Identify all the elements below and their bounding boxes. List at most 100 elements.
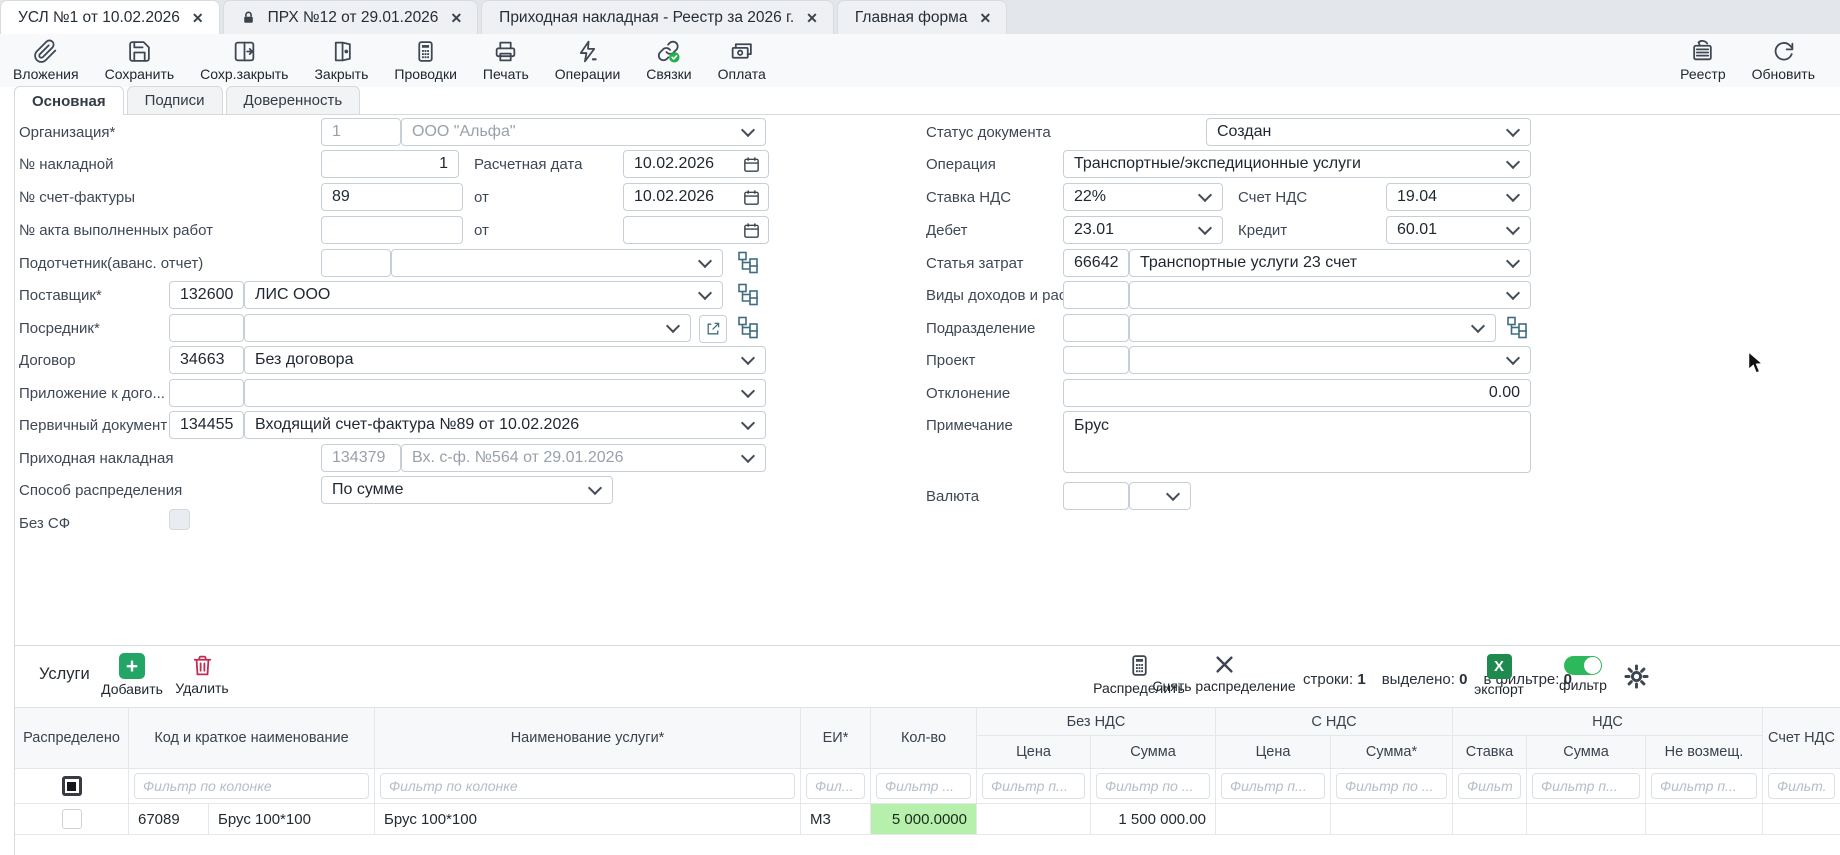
add-row-button[interactable]: + Добавить: [101, 653, 163, 697]
filter-price-with-vat-input[interactable]: [1221, 773, 1325, 799]
act-no-field[interactable]: [321, 216, 463, 244]
incoming-invoice-code-field[interactable]: 134379: [321, 444, 401, 472]
supplier-code-field[interactable]: 132600: [169, 281, 244, 309]
links-button[interactable]: Связки: [633, 34, 704, 87]
vat-account-select[interactable]: 19.04: [1386, 183, 1531, 211]
open-card-button[interactable]: [699, 315, 727, 343]
calendar-icon[interactable]: [742, 155, 761, 177]
cell-sum-no-vat[interactable]: 1 500 000.00: [1091, 804, 1216, 835]
contract-code-field[interactable]: 34663: [169, 346, 244, 374]
hierarchy-picker-icon[interactable]: [1506, 315, 1530, 339]
registry-button[interactable]: Реестр: [1667, 34, 1739, 87]
save-close-button[interactable]: Сохр.закрыть: [187, 34, 301, 87]
calendar-icon[interactable]: [742, 188, 761, 210]
distribute-button[interactable]: Распределить: [1091, 653, 1187, 696]
cell-price-with-vat[interactable]: [1216, 804, 1331, 835]
primary-doc-code-field[interactable]: 134455: [169, 411, 244, 439]
tab-signatures[interactable]: Подписи: [126, 86, 223, 114]
filter-vat-sum-input[interactable]: [1532, 773, 1640, 799]
row-checkbox[interactable]: [61, 809, 82, 829]
sf-no-field[interactable]: [321, 183, 463, 211]
mediator-code-field[interactable]: [169, 314, 244, 342]
close-document-button[interactable]: Закрыть: [301, 34, 381, 87]
doc-tab-usl[interactable]: УСЛ №1 от 10.02.2026 ✕: [0, 0, 220, 34]
gear-icon[interactable]: [1623, 663, 1650, 690]
podotchetnik-select[interactable]: [391, 249, 723, 277]
no-sf-checkbox[interactable]: [169, 509, 190, 530]
invoice-no-field[interactable]: [321, 150, 459, 178]
cell-price-no-vat[interactable]: [977, 804, 1091, 835]
payment-button[interactable]: Оплата: [705, 34, 779, 87]
filter-unit-input[interactable]: [806, 773, 865, 799]
cell-vat-rate[interactable]: [1453, 804, 1527, 835]
currency-select[interactable]: [1129, 482, 1191, 510]
cell-vat-account[interactable]: [1763, 804, 1840, 835]
cell-service-name[interactable]: Брус 100*100: [375, 804, 801, 835]
doc-tab-prh[interactable]: ПРХ №12 от 29.01.2026 ✕: [222, 0, 479, 34]
filter-vat-rate-input[interactable]: [1458, 773, 1521, 799]
podotchetnik-code-field[interactable]: [321, 249, 391, 277]
org-select[interactable]: ООО "Альфа": [401, 118, 766, 146]
filter-sum-no-vat-input[interactable]: [1096, 773, 1210, 799]
org-code-field[interactable]: 1: [321, 118, 401, 146]
contract-select[interactable]: Без договора: [244, 346, 766, 374]
undistribute-button[interactable]: Снять распределение: [1152, 653, 1296, 694]
cell-sum-with-vat[interactable]: [1331, 804, 1453, 835]
postings-button[interactable]: Проводки: [381, 34, 470, 87]
note-textarea[interactable]: Брус: [1063, 411, 1531, 473]
filter-service-name-input[interactable]: [380, 773, 795, 799]
close-icon[interactable]: ✕: [806, 9, 818, 26]
department-code-field[interactable]: [1063, 314, 1129, 342]
incoming-invoice-select[interactable]: Вх. с-ф. №564 от 29.01.2026: [401, 444, 766, 472]
act-date-field[interactable]: [623, 216, 769, 244]
doc-tab-registry[interactable]: Приходная накладная - Реестр за 2026 г. …: [481, 0, 834, 34]
vat-rate-select[interactable]: 22%: [1063, 183, 1223, 211]
hierarchy-picker-icon[interactable]: [737, 250, 761, 274]
contract-annex-code-field[interactable]: [169, 379, 244, 407]
supplier-select[interactable]: ЛИС ООО: [244, 281, 723, 309]
filter-code-input[interactable]: [134, 773, 369, 799]
operation-select[interactable]: Транспортные/экспедиционные услуги: [1063, 150, 1531, 178]
filter-non-refund-input[interactable]: [1651, 773, 1757, 799]
deviation-field[interactable]: [1063, 379, 1531, 407]
debit-select[interactable]: 23.01: [1063, 216, 1223, 244]
calc-date-field[interactable]: 10.02.2026: [623, 150, 769, 178]
close-icon[interactable]: ✕: [191, 9, 204, 26]
contract-annex-select[interactable]: [244, 379, 766, 407]
refresh-button[interactable]: Обновить: [1739, 34, 1828, 87]
cell-code[interactable]: 67089: [129, 804, 209, 835]
tab-main[interactable]: Основная: [14, 86, 124, 115]
filter-vat-account-input[interactable]: [1768, 773, 1835, 799]
doc-tab-main-form[interactable]: Главная форма ✕: [836, 0, 1008, 34]
attachments-button[interactable]: Вложения: [0, 34, 92, 87]
cell-non-refund[interactable]: [1646, 804, 1763, 835]
calendar-icon[interactable]: [742, 221, 761, 243]
income-types-select[interactable]: [1129, 281, 1531, 309]
sf-date-field[interactable]: 10.02.2026: [623, 183, 769, 211]
project-select[interactable]: [1129, 346, 1531, 374]
primary-doc-select[interactable]: Входящий счет-фактура №89 от 10.02.2026: [244, 411, 766, 439]
hierarchy-picker-icon[interactable]: [737, 282, 761, 306]
distribution-select[interactable]: По сумме: [321, 476, 613, 504]
tab-power-of-attorney[interactable]: Доверенность: [225, 86, 361, 114]
save-button[interactable]: Сохранить: [92, 34, 188, 87]
select-all-checkbox[interactable]: [61, 776, 82, 796]
hierarchy-picker-icon[interactable]: [737, 315, 761, 339]
cost-item-select[interactable]: Транспортные услуги 23 счет: [1129, 249, 1531, 277]
project-code-field[interactable]: [1063, 346, 1129, 374]
cell-short-name[interactable]: Брус 100*100: [209, 804, 375, 835]
cell-vat-sum[interactable]: [1527, 804, 1646, 835]
cell-qty[interactable]: 5 000.0000: [871, 804, 977, 835]
print-button[interactable]: Печать: [470, 34, 542, 87]
department-select[interactable]: [1129, 314, 1496, 342]
currency-code-field[interactable]: [1063, 482, 1129, 510]
cell-unit[interactable]: М3: [801, 804, 871, 835]
operations-button[interactable]: Операции: [542, 34, 634, 87]
filter-qty-input[interactable]: [876, 773, 971, 799]
status-select[interactable]: Создан: [1206, 118, 1531, 146]
filter-sum-with-vat-input[interactable]: [1336, 773, 1447, 799]
income-types-code-field[interactable]: [1063, 281, 1129, 309]
filter-price-no-vat-input[interactable]: [982, 773, 1085, 799]
filter-toggle[interactable]: фильтр: [1555, 656, 1611, 693]
credit-select[interactable]: 60.01: [1386, 216, 1531, 244]
